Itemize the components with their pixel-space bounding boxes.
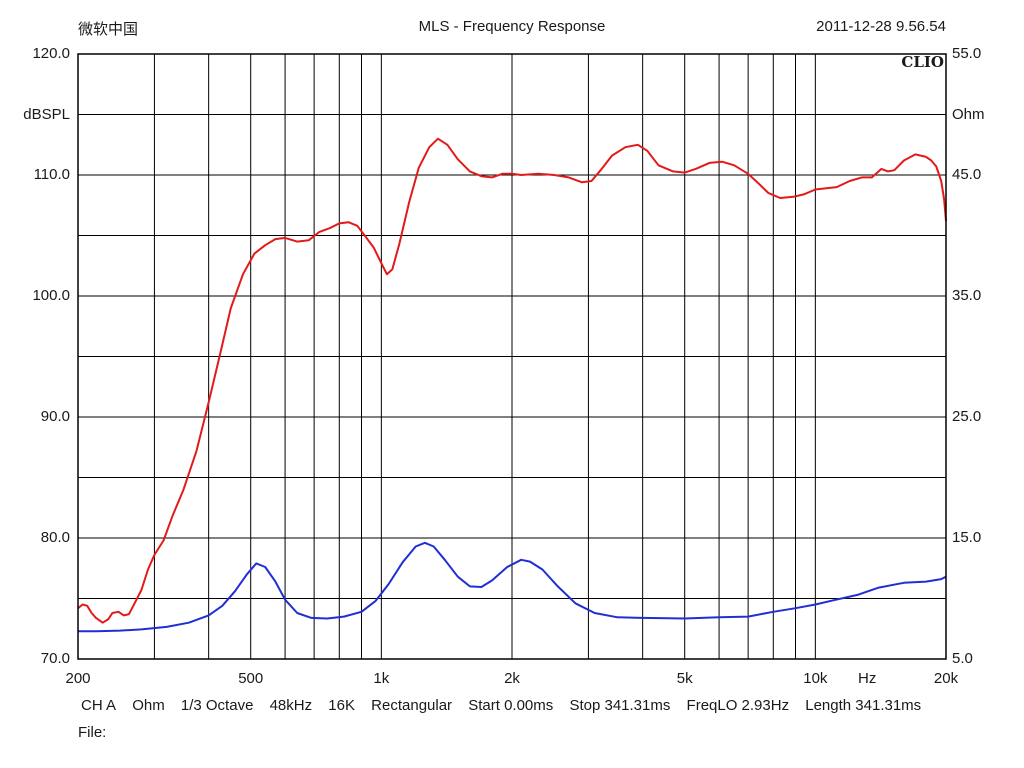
y-tick-label: 70.0 bbox=[40, 650, 70, 667]
x-axis-unit-label: Hz bbox=[858, 670, 877, 687]
x-tick-label: 1k bbox=[373, 670, 390, 687]
y2-tick-label: 35.0 bbox=[952, 287, 982, 304]
y2-tick-label: 25.0 bbox=[952, 408, 982, 425]
header-left-text: 微软中国 bbox=[78, 21, 139, 38]
y2-tick-label: 15.0 bbox=[952, 529, 982, 546]
smoothing-setting: 1/3 Octave bbox=[180, 697, 254, 714]
start-setting: Start 0.00ms bbox=[468, 697, 554, 714]
y-tick-label: 90.0 bbox=[40, 408, 70, 425]
unit-setting: Ohm bbox=[132, 697, 165, 714]
y-axis-label: dBSPL bbox=[23, 106, 70, 123]
plot-frame bbox=[77, 53, 947, 660]
file-label: File: bbox=[78, 724, 107, 741]
y2-axis-label: Ohm bbox=[952, 106, 985, 123]
freqlo-setting: FreqLO 2.93Hz bbox=[686, 697, 790, 714]
y-tick-label: 110.0 bbox=[33, 166, 70, 183]
series-layer bbox=[77, 137, 947, 633]
fft-size-setting: 16K bbox=[328, 697, 355, 714]
grid-layer bbox=[78, 53, 946, 660]
y-tick-label: 120.0 bbox=[32, 45, 70, 62]
x-tick-label: 200 bbox=[65, 670, 91, 687]
sample-rate-setting: 48kHz bbox=[269, 697, 313, 714]
y2-tick-label: 5.0 bbox=[952, 650, 973, 667]
x-tick-label: 10k bbox=[803, 670, 828, 687]
x-tick-label: 500 bbox=[238, 670, 264, 687]
length-setting: Length 341.31ms bbox=[805, 697, 922, 714]
channel-setting: CH A bbox=[81, 697, 117, 714]
header-datetime: 2011-12-28 9.56.54 bbox=[816, 18, 946, 35]
x-tick-label: 2k bbox=[504, 670, 520, 687]
window-setting: Rectangular bbox=[371, 697, 453, 714]
x-tick-label: 5k bbox=[676, 670, 693, 687]
measurement-settings: CH A Ohm 1/3 Octave 48kHz 16K Rectangula… bbox=[81, 697, 933, 714]
y2-tick-label: 45.0 bbox=[952, 166, 982, 183]
y-tick-label: 100.0 bbox=[32, 287, 70, 304]
stop-setting: Stop 341.31ms bbox=[569, 697, 671, 714]
x-tick-label: 20k bbox=[933, 670, 959, 687]
clio-logo: CLIO bbox=[901, 53, 944, 71]
impedance-curve bbox=[78, 541, 947, 633]
y-tick-label: 80.0 bbox=[40, 529, 70, 546]
y2-tick-label: 55.0 bbox=[952, 45, 982, 62]
chart-title: MLS - Frequency Response bbox=[418, 18, 606, 35]
spl-response-curve bbox=[77, 137, 947, 624]
